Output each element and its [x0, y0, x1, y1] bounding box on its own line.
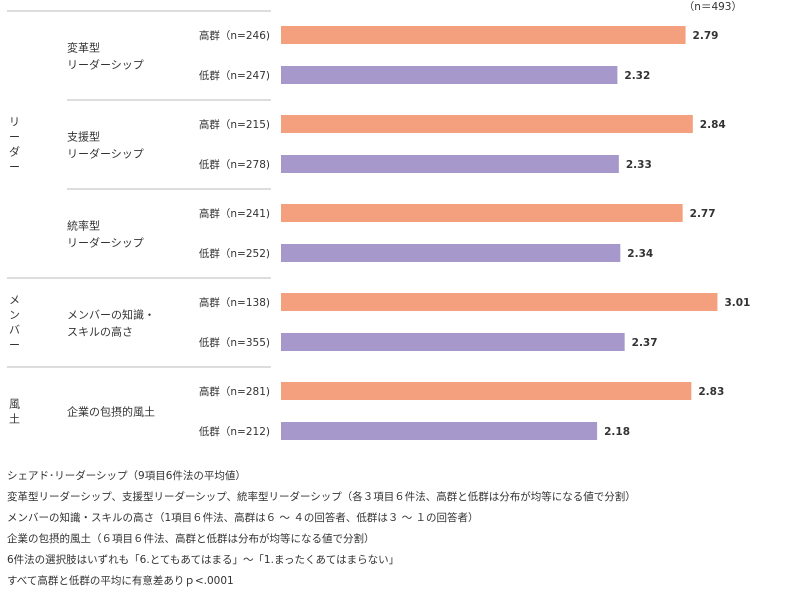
bar-chart: リーダー 変革型リーダーシップ 高群（n=246) 2.79 低群（n=247) 2.32… — [7, 10, 750, 440]
footnote: シェアド･リーダーシップ（9項目6件法の平均値） — [7, 470, 246, 482]
item-label: 統率型リーダーシップ — [67, 219, 144, 250]
item-label: メンバーの知識・スキルの高さ — [67, 308, 155, 339]
bar-category-label: 低群（n=212) — [199, 425, 270, 438]
bar-high — [281, 115, 693, 133]
group-label: メンバー — [9, 294, 20, 352]
bar-high — [281, 382, 692, 400]
data-label: 2.37 — [632, 337, 658, 349]
group-label: 風土 — [9, 398, 20, 426]
bar-category-label: 高群（n=215) — [199, 118, 270, 131]
footnotes: シェアド･リーダーシップ（9項目6件法の平均値） 変革型リーダーシップ、支援型リ… — [7, 466, 787, 592]
bar-category-label: 低群（n=252) — [199, 247, 270, 260]
bar-high — [281, 26, 686, 44]
data-label: 2.79 — [693, 30, 719, 42]
data-label: 2.83 — [698, 386, 724, 398]
data-label: 2.77 — [690, 208, 716, 220]
bar-category-label: 高群（n=281) — [199, 385, 270, 398]
bar-low — [281, 244, 621, 262]
footnote: 変革型リーダーシップ、支援型リーダーシップ、統率型リーダーシップ（各３項目６件法… — [7, 491, 636, 503]
bar-category-label: 低群（n=247) — [199, 69, 270, 82]
item-label: 変革型リーダーシップ — [67, 41, 144, 72]
footnote: 企業の包摂的風土（６項目６件法、高群と低群は分布が均等になる値で分割） — [7, 533, 375, 545]
bar-low — [281, 66, 618, 84]
item-label: 支援型リーダーシップ — [67, 130, 144, 161]
bar-low — [281, 333, 625, 351]
footnote: すべて高群と低群の平均に有意差ありｐ<.0001 — [7, 575, 234, 587]
bar-high — [281, 293, 718, 311]
group-label: リーダー — [9, 116, 20, 174]
footnote: 6件法の選択肢はいずれも「6.とてもあてはまる」～「1.まったくあてはまらない」 — [7, 554, 400, 566]
data-label: 2.33 — [626, 159, 652, 171]
bar-category-label: 高群（n=138) — [199, 296, 270, 309]
footnote: メンバーの知識・スキルの高さ（1項目６件法、高群は６ ～ ４の回答者、低群は３ … — [7, 512, 479, 524]
bar-low — [281, 422, 598, 440]
data-label: 2.32 — [624, 70, 650, 82]
data-label: 2.18 — [604, 426, 630, 438]
bar-category-label: 高群（n=246) — [199, 29, 270, 42]
bar-category-label: 低群（n=278) — [199, 158, 270, 171]
bar-low — [281, 155, 619, 173]
item-label: 企業の包摂的風土 — [67, 405, 155, 419]
bar-high — [281, 204, 683, 222]
sample-size-note: （n＝493） — [683, 1, 742, 13]
data-label: 2.34 — [627, 248, 653, 260]
data-label: 2.84 — [700, 119, 726, 131]
data-label: 3.01 — [724, 297, 750, 309]
bar-category-label: 低群（n=355) — [199, 336, 270, 349]
bar-category-label: 高群（n=241) — [199, 207, 270, 220]
